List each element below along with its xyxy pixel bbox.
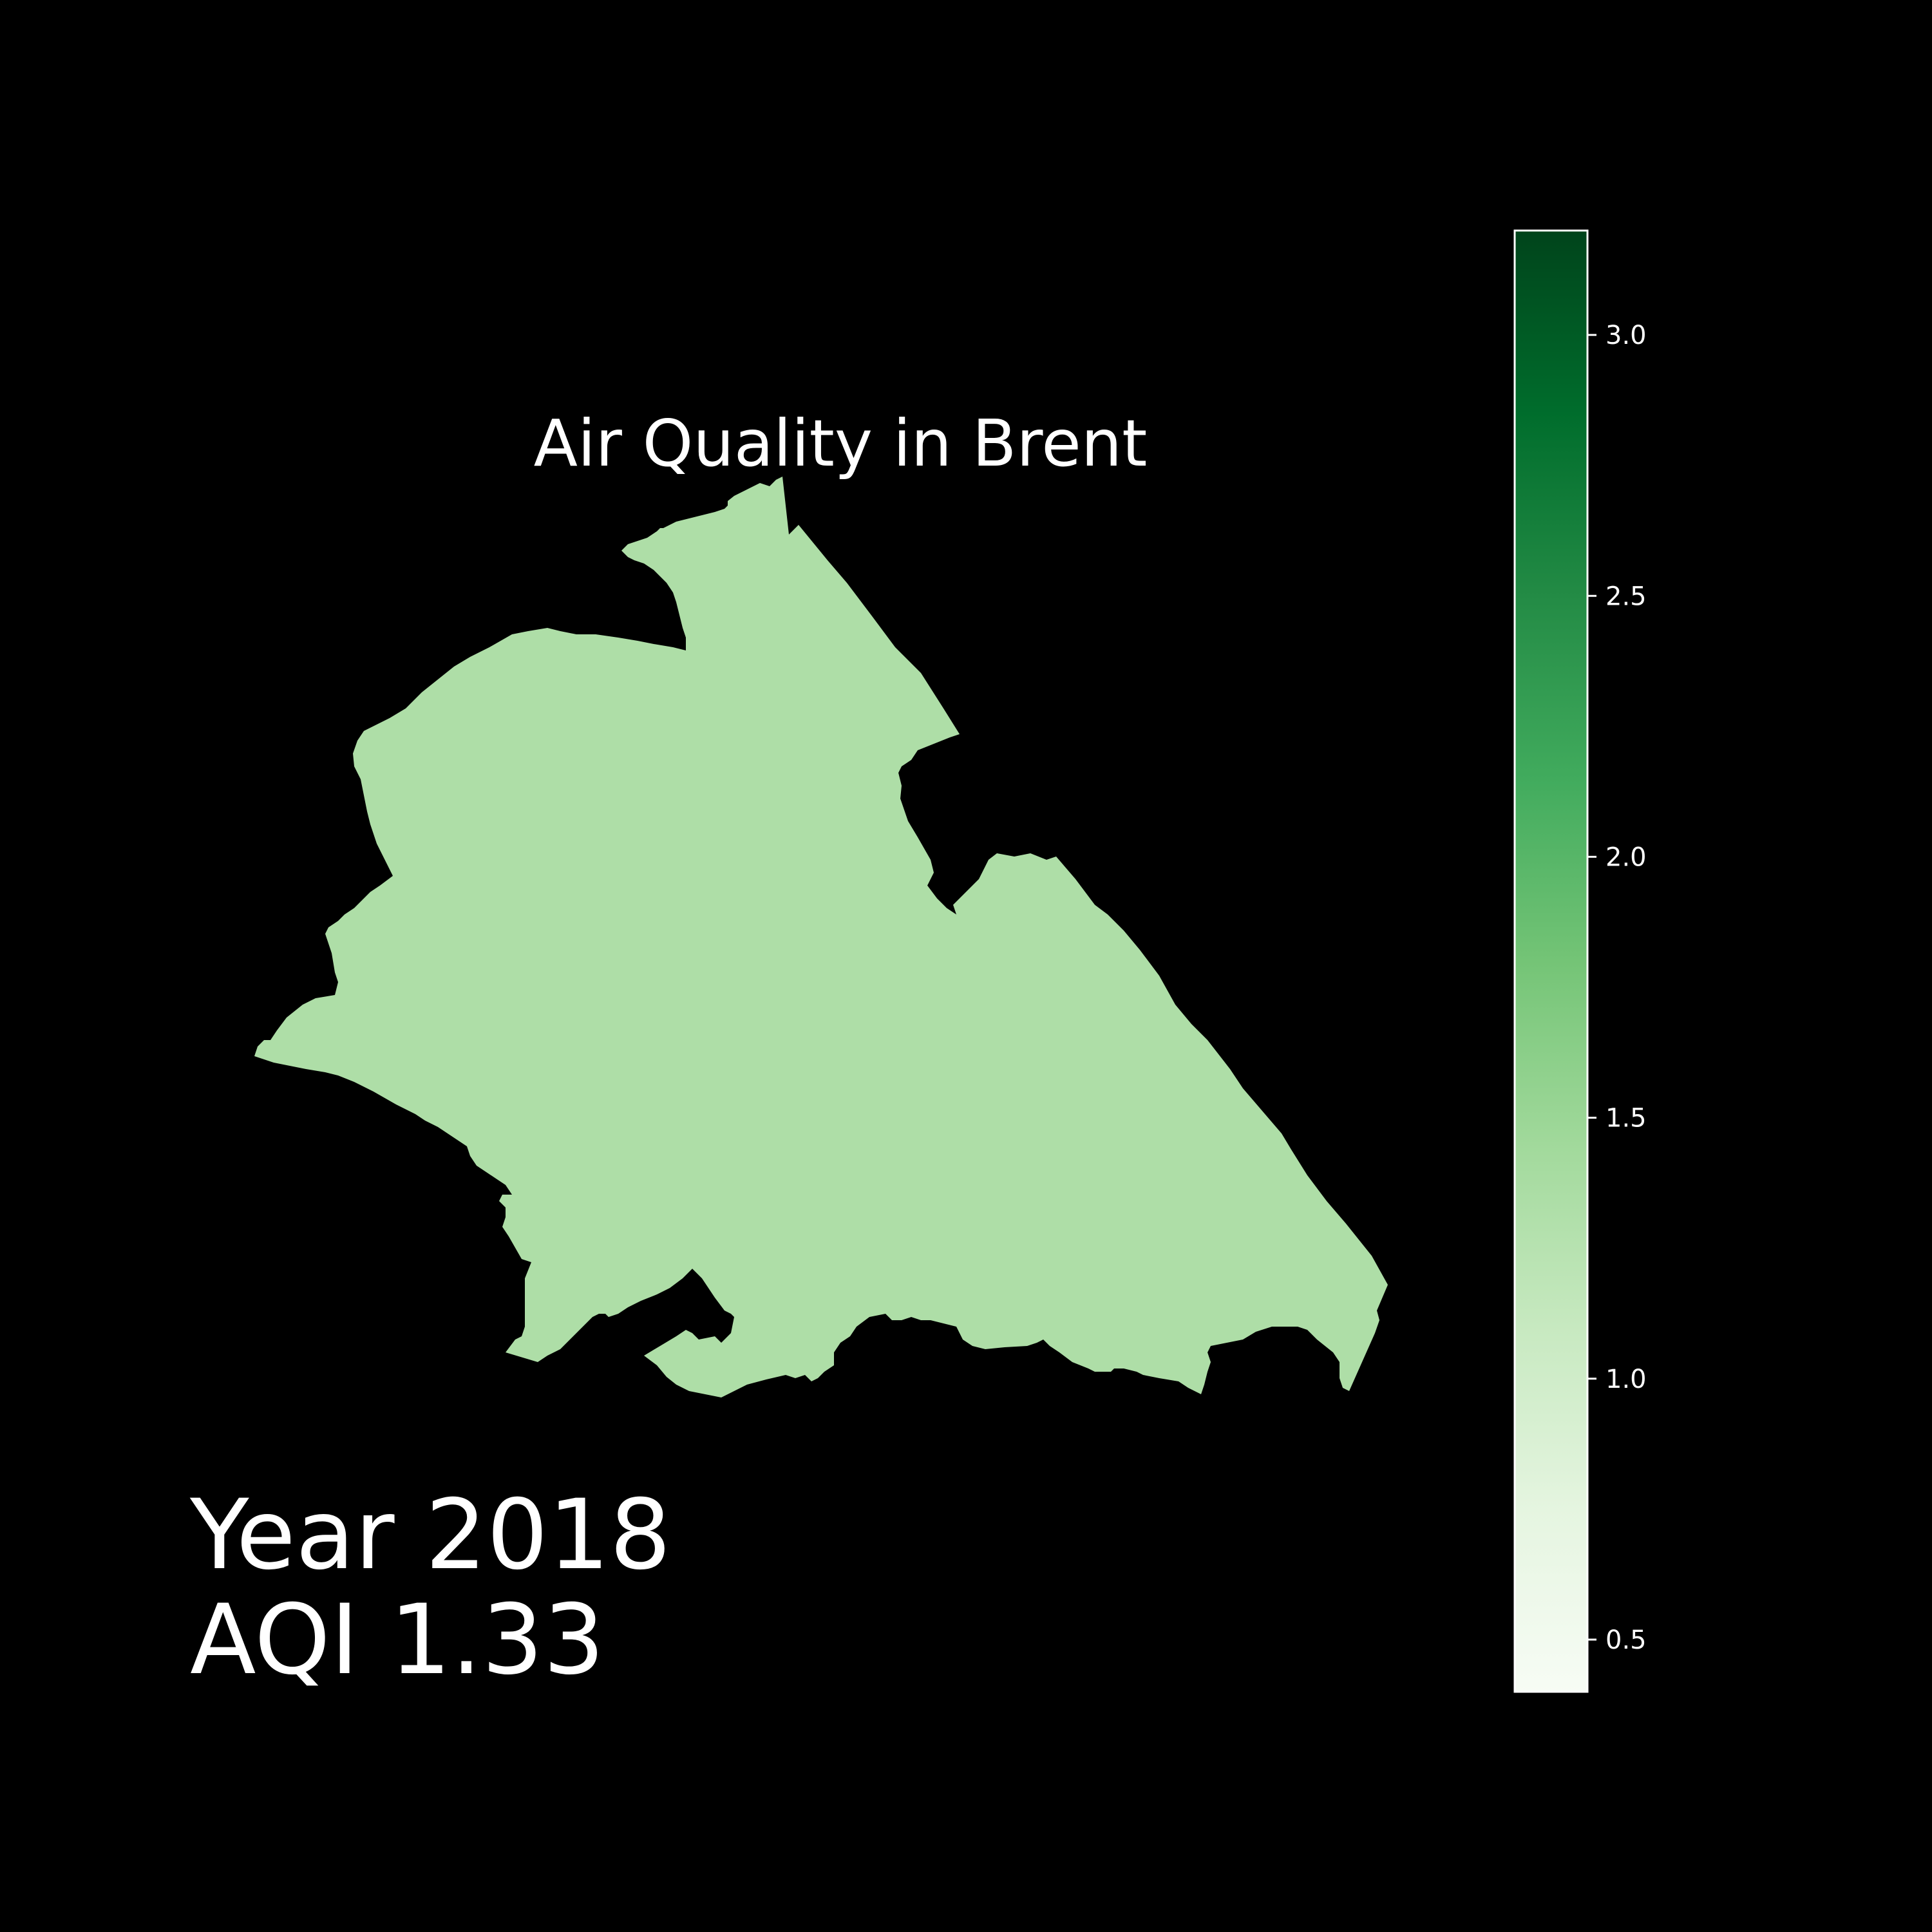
colorbar-tick-label: 1.5 bbox=[1605, 1104, 1647, 1133]
colorbar-tick-label: 2.0 bbox=[1605, 842, 1647, 872]
colorbar-gradient bbox=[1513, 229, 1589, 1693]
colorbar: 0.5 1.0 1.5 2.0 2.5 3.0 bbox=[1513, 229, 1647, 1693]
colorbar-tick-label: 2.5 bbox=[1605, 582, 1647, 611]
colorbar-tick-label: 0.5 bbox=[1605, 1625, 1647, 1655]
colorbar-tick-label: 1.0 bbox=[1605, 1365, 1647, 1394]
colorbar-ticks: 0.5 1.0 1.5 2.0 2.5 3.0 bbox=[1587, 321, 1647, 1655]
map-title: Air Quality in Brent bbox=[534, 406, 1148, 481]
brent-borough-shape bbox=[254, 477, 1388, 1397]
aqi-label: AQI 1.33 bbox=[190, 1584, 605, 1696]
year-label: Year 2018 bbox=[189, 1479, 671, 1591]
colorbar-tick-label: 3.0 bbox=[1605, 321, 1647, 350]
